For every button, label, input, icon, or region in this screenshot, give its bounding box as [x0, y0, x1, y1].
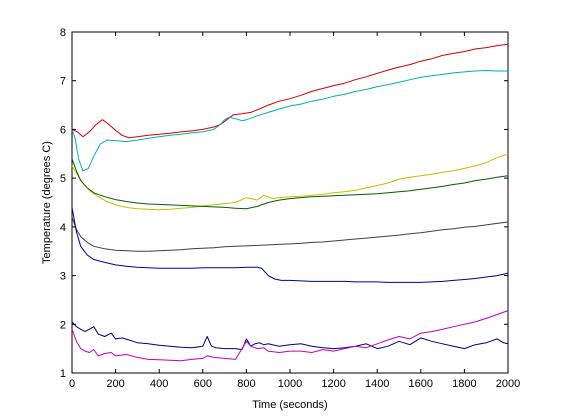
x-tick-label: 1400 [365, 378, 389, 390]
x-tick-label: 800 [237, 378, 255, 390]
x-axis-ticks: 0 200 400 600 800 1000 1200 1400 1600 1800 2000 [69, 32, 520, 390]
series-line-2 [71, 70, 508, 172]
series-line-8 [71, 310, 509, 362]
y-tick-label: 1 [60, 368, 66, 380]
x-tick-label: 0 [69, 378, 75, 390]
series-line-1 [71, 43, 509, 139]
y-axis-label: Temperature (degrees C) [41, 141, 53, 264]
y-tick-label: 4 [60, 222, 66, 234]
x-tick-label: 1200 [321, 378, 345, 390]
x-tick-label: 2000 [496, 378, 520, 390]
series-line-6 [71, 207, 509, 283]
plot-frame [71, 31, 509, 374]
y-tick-label: 5 [60, 173, 66, 185]
y-tick-label: 7 [60, 76, 66, 88]
x-tick-label: 1800 [452, 378, 476, 390]
x-tick-label: 1600 [409, 378, 433, 390]
y-tick-label: 2 [60, 319, 66, 331]
series-line-5 [71, 216, 509, 252]
series-layer [71, 43, 509, 362]
x-tick-label: 200 [106, 378, 124, 390]
y-axis-ticks: 1 2 3 4 5 6 7 8 [60, 27, 508, 380]
x-axis-label: Time (seconds) [252, 399, 327, 411]
series-line-7 [71, 321, 509, 351]
y-tick-label: 8 [60, 27, 66, 39]
plot-area: 0 200 400 600 800 1000 1200 1400 1600 1800 2000 1 2… [60, 27, 520, 390]
series-line-4 [71, 158, 509, 210]
x-tick-label: 600 [194, 378, 212, 390]
series-line-3 [71, 153, 509, 211]
x-tick-label: 400 [150, 378, 168, 390]
y-tick-label: 3 [60, 271, 66, 283]
x-tick-label: 1000 [278, 378, 302, 390]
y-tick-label: 6 [60, 124, 66, 136]
